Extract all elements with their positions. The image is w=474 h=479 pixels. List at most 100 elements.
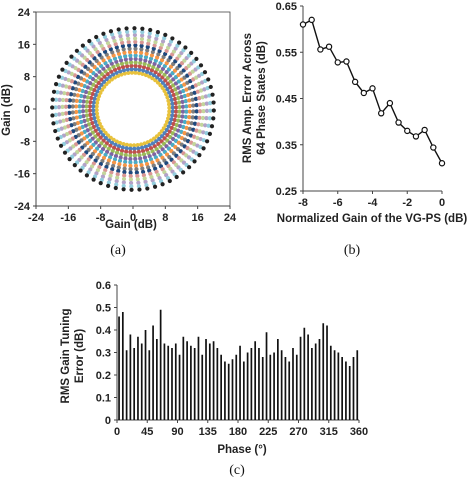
panel-a-points (50, 26, 216, 192)
panel-c-bar (314, 343, 317, 420)
panel-a-point (111, 145, 117, 150)
panel-a-point (180, 114, 185, 119)
panel-a-point (126, 36, 131, 41)
panel-a-point (84, 173, 89, 178)
panel-a-point (108, 173, 113, 178)
panel-a-y-tick-label: 0 (24, 104, 30, 116)
panel-a-point (50, 105, 55, 110)
panel-a-point (93, 92, 98, 98)
panel-a-point (166, 45, 171, 50)
panel-c-y-tick-label: 0.1 (96, 393, 111, 405)
panel-a-point (132, 153, 138, 158)
panel-a-point (195, 89, 200, 94)
panel-a-point (64, 60, 69, 65)
panel-a-point (180, 104, 186, 109)
panel-a-point (63, 76, 68, 82)
panel-a-point (114, 139, 119, 144)
panel-a-point (211, 108, 216, 113)
panel-a-point (115, 175, 120, 180)
panel-c-bar (159, 309, 162, 420)
panel-b-marker (421, 126, 428, 134)
panel-a-point (176, 95, 181, 101)
panel-a-point (166, 124, 171, 129)
panel-a-point (111, 163, 116, 169)
panel-a-point (128, 53, 133, 58)
panel-a-point (125, 64, 130, 69)
panel-c-y-tick-label: 0.6 (96, 280, 111, 292)
panel-a-point (178, 90, 183, 95)
panel-a-point (136, 184, 141, 189)
panel-a-point (182, 131, 187, 136)
panel-a-point (65, 91, 70, 96)
panel-a-point (140, 30, 145, 35)
panel-a-point (140, 169, 146, 175)
panel-c-bar (224, 361, 226, 420)
panel-a-point (67, 104, 72, 109)
panel-a-point (117, 162, 122, 167)
panel-a-point (105, 161, 110, 166)
panel-a-point (70, 86, 75, 91)
panel-a-point (139, 40, 144, 45)
panel-a-point (153, 40, 158, 45)
panel-a-point (145, 186, 150, 191)
panel-c-bar (156, 339, 158, 420)
panel-c-bar (258, 348, 260, 420)
panel-a-point (81, 114, 86, 119)
panel-a-point (58, 143, 64, 148)
panel-c-bar (137, 336, 139, 420)
panel-a-point (118, 69, 123, 74)
panel-a-point (116, 51, 122, 56)
panel-a-point (90, 91, 95, 97)
panel-a-y-tick-label: 24 (18, 7, 31, 19)
panel-a-point (119, 61, 125, 66)
panel-a-point (134, 170, 139, 175)
panel-a-point (199, 122, 204, 127)
panel-a-point (69, 54, 74, 59)
panel-a-point (123, 57, 128, 62)
panel-a-point (120, 145, 125, 150)
panel-a-point (198, 109, 203, 114)
panel-c-bar (333, 350, 336, 420)
panel-a-point (194, 56, 199, 61)
panel-a-point (128, 177, 133, 182)
panel-c-x-tick-label: 225 (259, 426, 277, 438)
panel-c-bar (163, 343, 166, 420)
panel-a-point (172, 127, 178, 132)
panel-c-bar (212, 341, 215, 420)
panel-a-point (166, 112, 171, 118)
panel-a-point (60, 104, 65, 109)
panel-a-point (57, 112, 62, 117)
panel-a-point (94, 104, 99, 109)
panel-a-point (111, 160, 117, 165)
panel-a-point (85, 95, 90, 100)
panel-a-point (200, 115, 206, 121)
panel-a-point (191, 103, 196, 108)
panel-a-point (141, 65, 147, 70)
panel-b-marker (317, 46, 324, 53)
panel-a-point (187, 109, 192, 114)
panel-a-point (186, 92, 191, 98)
panel-b-marker (369, 85, 376, 92)
panel-a-point (94, 111, 100, 116)
panel-b-marker (404, 127, 411, 135)
panel-a-point (194, 109, 199, 114)
panel-c-bar (277, 339, 279, 420)
panel-a-point (195, 143, 200, 148)
panel-a-point (62, 150, 68, 155)
panel-a-point (128, 160, 133, 165)
panel-c-y-tick-label: 0 (105, 415, 111, 427)
panel-a-point (139, 43, 144, 48)
panel-a-point (114, 182, 119, 187)
panel-a-point (152, 184, 158, 189)
panel-b-y-tick-label: 0.25 (276, 186, 297, 198)
panel-a-point (133, 160, 138, 165)
panel-a-point (100, 174, 106, 179)
panel-a-point (160, 39, 166, 44)
panel-a-point (56, 127, 61, 132)
panel-a-point (132, 26, 137, 31)
panel-a-point (129, 63, 134, 68)
panel-a-point (185, 132, 190, 137)
panel-a-point (88, 100, 93, 105)
panel-c-bar (133, 348, 136, 420)
panel-a-point (63, 68, 68, 74)
